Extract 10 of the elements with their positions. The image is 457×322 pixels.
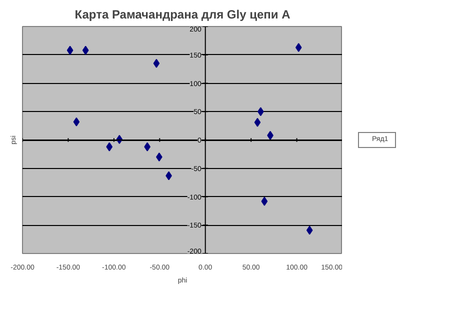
point [153, 58, 160, 68]
point [306, 226, 313, 235]
chart-title: Карта Рамачандрана для Gly цепи A [74, 8, 291, 22]
point [66, 46, 74, 55]
point [73, 117, 80, 126]
point [106, 142, 113, 152]
point [82, 46, 89, 55]
point [254, 118, 261, 127]
point [261, 196, 268, 206]
point [295, 43, 302, 52]
